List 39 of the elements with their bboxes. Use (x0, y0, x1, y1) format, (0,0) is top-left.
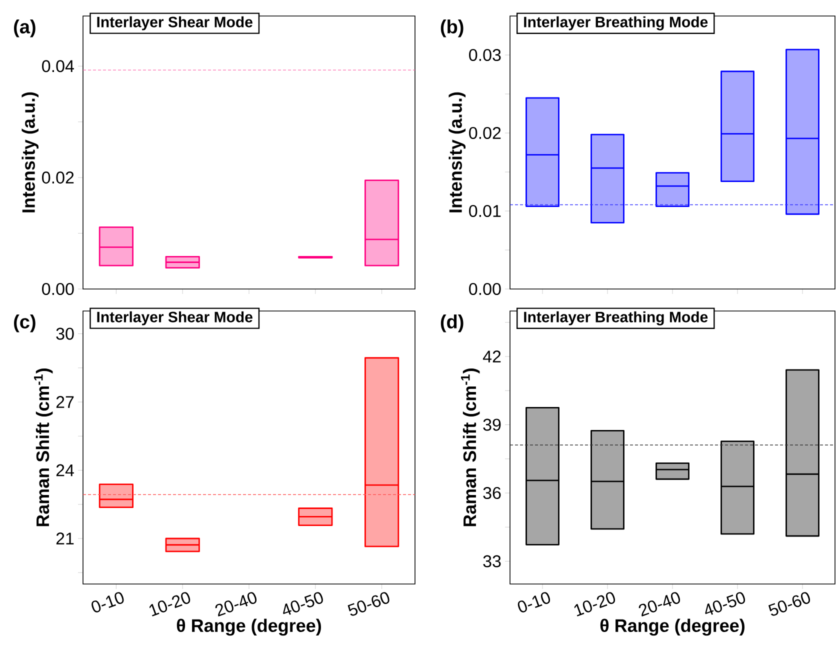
x-tick-label: 20-40 (215, 592, 257, 617)
x-axis-title: θ Range (degree) (600, 618, 744, 636)
y-tick-label: 0.00 (469, 282, 501, 296)
x-tick-label: 0-10 (518, 592, 550, 612)
y-tick-label: 0.04 (42, 60, 74, 72)
x-tick-label: 10-20 (149, 592, 190, 616)
x-tick-label: 40-50 (705, 592, 746, 615)
y-tick-label: 27 (56, 396, 74, 408)
chart-title: Interlayer Breathing Mode (524, 311, 708, 326)
chart-title: Interlayer Shear Mode (97, 311, 252, 326)
x-tick-label: 10-20 (574, 592, 616, 616)
text: (a) (14, 20, 36, 38)
y-axis-title: Intensity (a.u.) (22, 92, 39, 212)
y-tick-label: 0.02 (469, 126, 501, 140)
x-tick-label: 20-40 (638, 592, 680, 617)
x-tick-label: 50-60 (768, 592, 810, 616)
y-tick-label: 36 (483, 486, 501, 500)
chart-title: Interlayer Breathing Mode (524, 16, 708, 30)
y-tick-label: 42 (482, 350, 501, 362)
y-tick-label: 33 (483, 555, 501, 568)
y-tick-label: 0.01 (469, 204, 501, 218)
x-tick-label: 0-10 (92, 592, 124, 612)
y-tick-label: 30 (56, 328, 74, 340)
x-axis-title: θ Range (degree) (176, 618, 321, 636)
y-axis-title: Raman Shift (cm$^{-1}$) (34, 368, 53, 526)
y-tick-label: 0.02 (42, 172, 74, 184)
x-tick-label: 40-50 (283, 592, 323, 615)
y-tick-label: 0.03 (469, 48, 501, 62)
text: (d) (440, 314, 464, 332)
y-axis-title: Intensity (a.u.) (448, 92, 466, 212)
y-tick-label: 0.00 (42, 282, 74, 296)
chart-title: Interlayer Shear Mode (97, 16, 252, 30)
y-tick-label: 21 (56, 532, 74, 544)
y-axis-title: Raman Shift (cm$^{-1}$) (461, 368, 480, 526)
text: (b) (440, 20, 464, 38)
x-tick-label: 50-60 (348, 592, 390, 616)
y-tick-label: 24 (56, 464, 74, 476)
y-tick-label: 39 (483, 418, 501, 431)
text: (c) (14, 314, 36, 332)
